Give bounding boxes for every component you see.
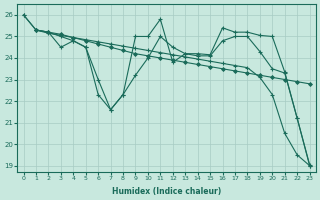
X-axis label: Humidex (Indice chaleur): Humidex (Indice chaleur): [112, 187, 221, 196]
